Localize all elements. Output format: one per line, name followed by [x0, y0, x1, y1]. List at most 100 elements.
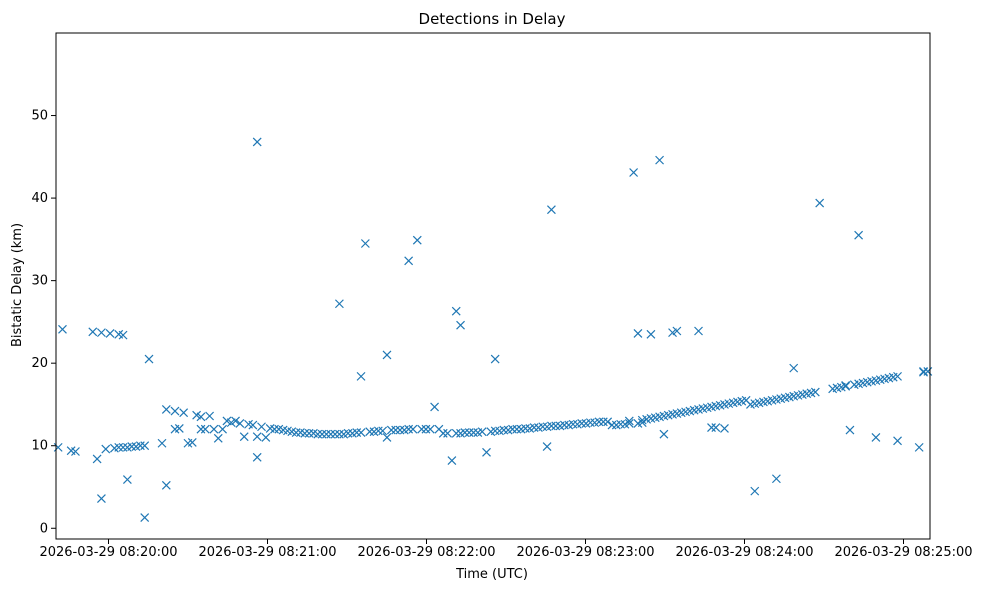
data-point [499, 425, 509, 435]
data-point [291, 428, 301, 437]
data-point [464, 428, 474, 437]
data-point [235, 419, 245, 428]
data-point [135, 441, 145, 451]
data-point [304, 428, 314, 438]
data-point [88, 327, 98, 337]
data-point [646, 329, 656, 339]
data-point [854, 230, 864, 240]
data-point [447, 456, 457, 466]
data-point [378, 426, 388, 436]
data-point [607, 420, 617, 430]
data-point [105, 329, 115, 338]
x-tick-label: 2026-03-29 08:20:00 [39, 545, 177, 560]
data-point [585, 418, 595, 428]
data-point [616, 419, 626, 429]
data-point [352, 428, 362, 437]
data-point [252, 432, 262, 442]
data-point [598, 417, 608, 427]
data-point [252, 137, 262, 147]
data-point [633, 329, 643, 338]
data-point [451, 306, 461, 316]
data-point [218, 424, 228, 434]
data-point [659, 429, 669, 439]
data-point [170, 406, 180, 416]
data-point [815, 198, 825, 208]
data-point [551, 421, 561, 431]
data-point [546, 205, 556, 215]
data-point [594, 417, 604, 427]
data-point [161, 404, 171, 414]
data-point [624, 416, 634, 426]
data-point [239, 432, 249, 442]
y-axis-label: Bistatic Delay (km) [10, 223, 25, 347]
data-point [118, 442, 128, 452]
data-point [490, 354, 500, 364]
data-point [213, 433, 223, 443]
data-point [538, 422, 548, 432]
data-point [707, 423, 716, 432]
data-point [334, 299, 344, 309]
chart-title: Detections in Delay [419, 10, 566, 28]
data-point [161, 480, 171, 490]
data-point [482, 447, 491, 457]
data-point [196, 424, 206, 434]
data-point [417, 424, 427, 434]
data-point [451, 428, 461, 438]
data-point [343, 428, 353, 438]
data-point [127, 442, 137, 451]
data-point [356, 371, 366, 381]
data-point [438, 428, 448, 438]
tick-layer: 2026-03-29 08:20:00 2026-03-29 08:21:00 20… [31, 109, 972, 560]
data-point [114, 442, 124, 452]
data-points-layer [53, 137, 933, 522]
data-point [97, 494, 106, 503]
data-point [101, 444, 111, 454]
data-point [179, 408, 189, 418]
data-point [845, 425, 855, 435]
data-point [317, 429, 327, 439]
data-point [231, 416, 240, 426]
y-tick-label: 10 [31, 439, 48, 454]
data-point [750, 486, 760, 496]
data-point [261, 433, 271, 442]
data-point [711, 423, 721, 432]
data-point [97, 328, 106, 338]
data-point [810, 387, 820, 397]
data-point [624, 419, 634, 428]
data-point [248, 420, 258, 430]
data-point [460, 428, 470, 437]
data-point [313, 429, 323, 439]
x-tick-label: 2026-03-29 08:24:00 [675, 545, 813, 560]
data-point [914, 442, 924, 452]
data-point [477, 427, 487, 437]
x-tick-label: 2026-03-29 08:25:00 [834, 545, 972, 560]
x-tick-label: 2026-03-29 08:22:00 [357, 545, 495, 560]
x-tick-label: 2026-03-29 08:21:00 [198, 545, 336, 560]
data-point [205, 411, 215, 421]
data-point [629, 168, 639, 177]
data-point [326, 429, 336, 439]
data-point [456, 320, 465, 330]
data-point [923, 367, 933, 376]
data-point [672, 326, 682, 336]
data-point [529, 423, 539, 432]
data-point [209, 424, 219, 434]
data-point [382, 433, 392, 442]
data-point [122, 475, 132, 484]
x-axis-label: Time (UTC) [455, 567, 528, 582]
data-point [257, 422, 266, 432]
data-point [512, 424, 522, 434]
data-point [603, 417, 613, 427]
data-point [196, 412, 206, 422]
data-point [252, 452, 262, 462]
plot-area-frame [55, 32, 931, 540]
data-point [720, 423, 729, 433]
y-tick-label: 20 [31, 356, 48, 371]
data-point [430, 402, 440, 412]
data-point [490, 426, 500, 436]
data-point [140, 513, 150, 522]
data-point [373, 426, 383, 436]
data-point [391, 425, 401, 435]
data-point [144, 354, 154, 364]
